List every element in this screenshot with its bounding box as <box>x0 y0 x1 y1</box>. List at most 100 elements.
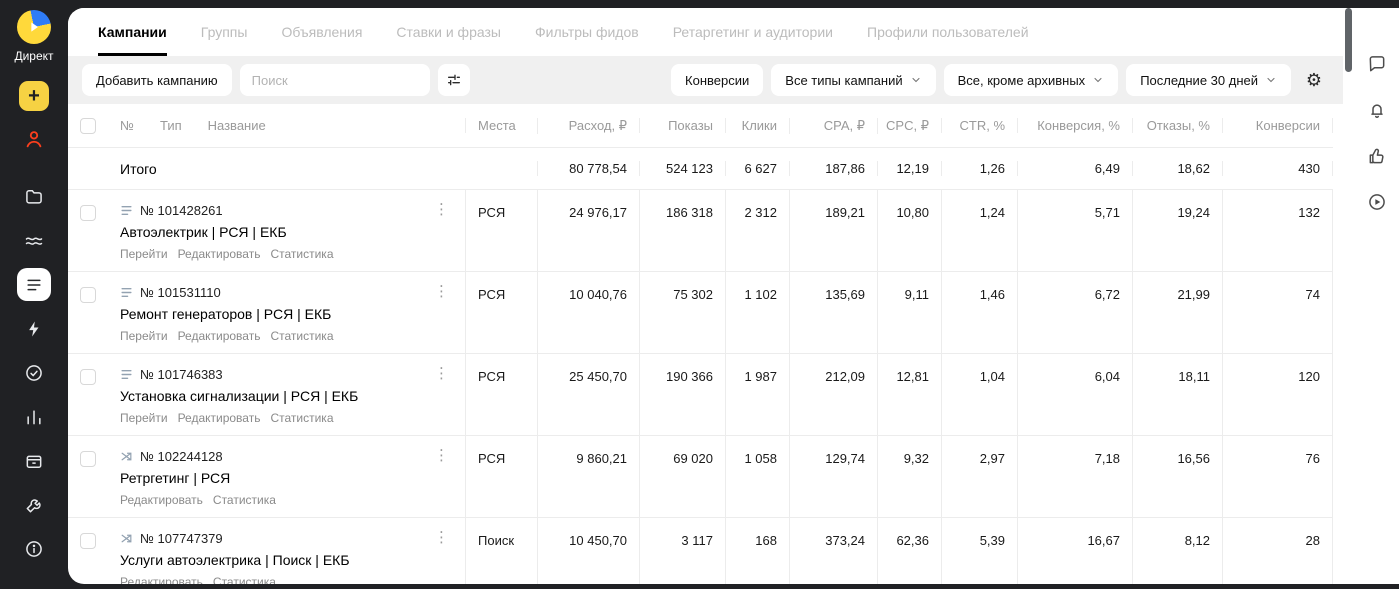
edit-link[interactable]: Редактировать <box>120 493 203 507</box>
campaign-name[interactable]: Ремонт генераторов | РСЯ | ЕКБ <box>120 306 332 322</box>
campaign-name[interactable]: Установка сигнализации | РСЯ | ЕКБ <box>120 388 359 404</box>
info-icon[interactable] <box>17 532 51 565</box>
kebab-menu-icon[interactable]: ⋮ <box>434 365 449 382</box>
main-card: Кампании Группы Объявления Ставки и фраз… <box>68 8 1399 584</box>
totals-label: Итого <box>120 160 157 177</box>
header-bounce-rate[interactable]: Отказы, % <box>1132 118 1222 133</box>
retargeting-campaign-icon <box>120 532 133 545</box>
row-checkbox[interactable] <box>80 205 96 221</box>
sliders-icon[interactable] <box>437 64 470 96</box>
thumbs-up-icon[interactable] <box>1365 144 1389 168</box>
check-circle-icon[interactable] <box>17 356 51 389</box>
toolbar: Добавить кампанию Конверсии Все типы кам… <box>68 56 1343 104</box>
folder-icon[interactable] <box>17 180 51 213</box>
campaign-list-icon[interactable] <box>17 268 51 301</box>
waves-icon[interactable] <box>17 224 51 257</box>
header-conversion-rate[interactable]: Конверсия, % <box>1017 118 1132 133</box>
campaign-number[interactable]: № 107747379 <box>140 531 223 546</box>
tab-groups[interactable]: Группы <box>200 23 248 40</box>
tab-retargeting[interactable]: Ретаргетинг и аудитории <box>672 23 833 40</box>
table-row: № 101428261 Автоэлектрик | РСЯ | ЕКБ Пер… <box>68 190 1333 272</box>
go-to-link[interactable]: Перейти <box>120 329 168 343</box>
stats-link[interactable]: Статистика <box>270 247 334 261</box>
header-conversions[interactable]: Конверсии <box>1222 118 1333 133</box>
kebab-menu-icon[interactable]: ⋮ <box>434 283 449 300</box>
cost-cell: 10 450,70 <box>537 518 639 584</box>
go-to-link[interactable]: Перейти <box>120 247 168 261</box>
header-cost[interactable]: Расход, ₽ <box>537 117 639 134</box>
gear-icon[interactable]: ⚙ <box>1299 65 1329 95</box>
campaign-number[interactable]: № 101531110 <box>140 285 221 300</box>
kebab-menu-icon[interactable]: ⋮ <box>434 529 449 546</box>
campaign-number[interactable]: № 101428261 <box>140 203 223 218</box>
vertical-scrollbar[interactable] <box>1343 8 1355 584</box>
campaign-type-dropdown-label: Все типы кампаний <box>785 72 903 88</box>
edit-link[interactable]: Редактировать <box>177 247 261 261</box>
archive-filter-dropdown[interactable]: Все, кроме архивных <box>943 64 1119 96</box>
tab-campaigns[interactable]: Кампании <box>98 8 167 56</box>
row-checkbox[interactable] <box>80 533 96 549</box>
row-checkbox[interactable] <box>80 287 96 303</box>
header-clicks[interactable]: Клики <box>725 118 789 133</box>
totals-ctr: 1,26 <box>941 161 1017 176</box>
plus-icon[interactable]: + <box>19 81 49 111</box>
header-cpa[interactable]: CPA, ₽ <box>789 117 877 134</box>
conversion-rate-cell: 7,18 <box>1017 436 1132 517</box>
tools-icon[interactable] <box>17 488 51 521</box>
retargeting-campaign-icon <box>120 450 133 463</box>
yandex-direct-logo[interactable] <box>17 10 51 44</box>
bar-chart-icon[interactable] <box>17 400 51 433</box>
campaign-name[interactable]: Автоэлектрик | РСЯ | ЕКБ <box>120 224 287 240</box>
select-all-checkbox[interactable] <box>80 117 96 134</box>
row-checkbox[interactable] <box>80 451 96 467</box>
cpc-cell: 10,80 <box>877 190 941 271</box>
header-cpc[interactable]: CPC, ₽ <box>877 117 941 134</box>
campaign-type-dropdown[interactable]: Все типы кампаний <box>771 64 936 96</box>
edit-link[interactable]: Редактировать <box>177 329 261 343</box>
campaign-name[interactable]: Ретргетинг | РСЯ <box>120 470 231 486</box>
lightning-icon[interactable] <box>17 312 51 345</box>
chat-icon[interactable] <box>1365 52 1389 76</box>
clicks-cell: 168 <box>725 518 789 584</box>
scrollbar-thumb[interactable] <box>1345 8 1352 72</box>
impressions-cell: 186 318 <box>639 190 725 271</box>
tab-user-profiles[interactable]: Профили пользователей <box>867 23 1029 40</box>
campaign-name[interactable]: Услуги автоэлектрика | Поиск | ЕКБ <box>120 552 350 568</box>
profile-icon[interactable] <box>17 122 51 155</box>
header-impressions[interactable]: Показы <box>639 118 725 133</box>
row-checkbox[interactable] <box>80 369 96 385</box>
date-range-dropdown[interactable]: Последние 30 дней <box>1126 64 1291 96</box>
stats-link[interactable]: Статистика <box>270 329 334 343</box>
add-campaign-button[interactable]: Добавить кампанию <box>82 64 232 96</box>
search-input[interactable] <box>239 64 430 96</box>
header-ctr[interactable]: CTR, % <box>941 118 1017 133</box>
kebab-menu-icon[interactable]: ⋮ <box>434 447 449 464</box>
cpa-cell: 212,09 <box>789 354 877 435</box>
table-row: № 101531110 Ремонт генераторов | РСЯ | Е… <box>68 272 1333 354</box>
campaign-number[interactable]: № 101746383 <box>140 367 223 382</box>
tab-bids-phrases[interactable]: Ставки и фразы <box>396 23 501 40</box>
totals-impressions: 524 123 <box>639 161 725 176</box>
kebab-menu-icon[interactable]: ⋮ <box>434 201 449 218</box>
tab-feed-filters[interactable]: Фильтры фидов <box>534 23 639 40</box>
conversions-cell: 74 <box>1222 272 1333 353</box>
campaign-number[interactable]: № 102244128 <box>140 449 223 464</box>
stats-link[interactable]: Статистика <box>270 411 334 425</box>
conversion-rate-cell: 6,04 <box>1017 354 1132 435</box>
play-circle-icon[interactable] <box>1365 190 1389 214</box>
places-cell: Поиск <box>465 518 537 584</box>
text-campaign-icon <box>120 286 133 299</box>
right-sidebar <box>1355 8 1399 584</box>
conversions-button[interactable]: Конверсии <box>671 64 764 96</box>
edit-link[interactable]: Редактировать <box>177 411 261 425</box>
tab-ads[interactable]: Объявления <box>281 23 363 40</box>
bounce-rate-cell: 8,12 <box>1132 518 1222 584</box>
bell-icon[interactable] <box>1365 98 1389 122</box>
impressions-cell: 190 366 <box>639 354 725 435</box>
stats-link[interactable]: Статистика <box>212 493 276 507</box>
ctr-cell: 1,04 <box>941 354 1017 435</box>
edit-link[interactable]: Редактировать <box>120 575 203 584</box>
archive-box-icon[interactable] <box>17 444 51 477</box>
go-to-link[interactable]: Перейти <box>120 411 168 425</box>
stats-link[interactable]: Статистика <box>212 575 276 584</box>
